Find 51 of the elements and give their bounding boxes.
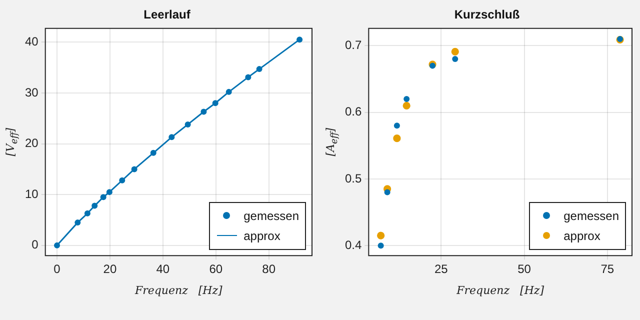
point [402, 102, 410, 110]
legend-label: gemessen [564, 208, 619, 223]
y-tick-label: 30 [24, 85, 39, 100]
x-tick-label: 50 [518, 262, 532, 276]
point [377, 232, 385, 240]
x-tick-label: 25 [434, 262, 448, 276]
y-tick-label: 0.6 [344, 104, 362, 119]
point [226, 88, 232, 95]
point [256, 66, 262, 72]
x-tick-label: 0 [54, 262, 61, 276]
point [200, 108, 207, 115]
y-tick-label: 0.5 [344, 171, 362, 186]
point [296, 36, 303, 43]
x-tick-label: 75 [600, 262, 614, 276]
x-tick-label: 60 [209, 262, 223, 276]
legend-label: gemessen [244, 208, 299, 223]
y-tick-label: 0 [32, 238, 39, 252]
y-tick-label: 0.7 [344, 38, 362, 52]
x-axis-title: Frequenz [Hz] [134, 284, 222, 297]
y-tick-label: 20 [24, 136, 39, 150]
point [150, 150, 156, 156]
point [84, 210, 90, 216]
point [452, 56, 458, 62]
x-tick-label: 40 [156, 262, 170, 276]
chart-title: Leerlauf [144, 8, 192, 22]
point [184, 121, 191, 128]
point [100, 194, 106, 200]
point [119, 177, 126, 184]
y-tick-label: 40 [24, 34, 39, 48]
point [245, 74, 252, 80]
chart-title: Kurzschluß [454, 8, 520, 22]
point [212, 100, 218, 106]
point [404, 96, 410, 102]
point [131, 166, 138, 172]
point [393, 134, 401, 142]
x-axis-title: Frequenz [Hz] [456, 284, 544, 297]
x-tick-label: 20 [103, 262, 117, 276]
point [168, 134, 175, 140]
point [106, 189, 112, 196]
point [394, 122, 400, 129]
point [74, 220, 81, 226]
point [378, 242, 384, 249]
point [384, 189, 390, 196]
y-tick-label: 10 [24, 186, 39, 201]
y-tick-label: 0.4 [344, 238, 362, 252]
point [54, 242, 60, 248]
legend-label: approx [244, 228, 280, 243]
legend-label: approx [564, 228, 600, 243]
x-tick-label: 80 [262, 262, 276, 276]
point [451, 48, 459, 56]
point [92, 202, 98, 209]
